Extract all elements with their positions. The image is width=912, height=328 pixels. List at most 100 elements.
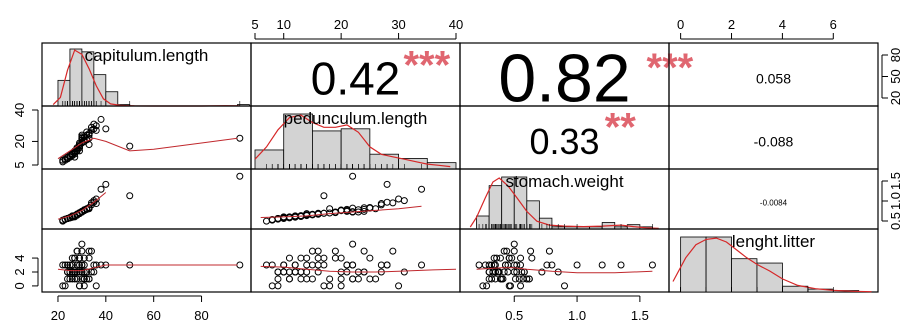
- variable-label: lenght.litter: [732, 232, 815, 251]
- data-point: [326, 282, 334, 290]
- data-point: [285, 275, 293, 283]
- panel-frame: [250, 228, 461, 293]
- data-point: [102, 180, 110, 188]
- x-tick-label: 1.5: [631, 308, 649, 323]
- data-point: [236, 261, 244, 269]
- density-curve: [469, 177, 659, 229]
- data-point: [297, 275, 305, 283]
- x-tick-label: 10: [276, 17, 290, 32]
- significance-stars: **: [605, 106, 637, 150]
- data-point: [389, 199, 397, 207]
- y-tick-label: 20: [888, 91, 903, 105]
- histogram-bar: [756, 262, 783, 293]
- data-point: [80, 268, 88, 276]
- data-point: [360, 247, 368, 255]
- data-point: [488, 275, 496, 283]
- data-point: [510, 240, 518, 248]
- data-point: [285, 254, 293, 262]
- data-point: [320, 261, 328, 269]
- smooth-line: [260, 205, 422, 218]
- data-point: [59, 282, 67, 290]
- histogram-bar: [731, 258, 758, 293]
- data-point: [475, 261, 483, 269]
- data-point: [61, 282, 69, 290]
- y-tick-label: 50: [888, 69, 903, 83]
- data-point: [500, 247, 508, 255]
- data-point: [126, 192, 134, 200]
- panel-3-3: lenght.litter: [668, 228, 879, 293]
- data-point: [303, 261, 311, 269]
- data-point: [73, 261, 81, 269]
- data-point: [76, 254, 83, 262]
- histogram-bar: [369, 153, 399, 170]
- y-tick-label: 1.5: [888, 172, 903, 190]
- data-point: [349, 275, 357, 283]
- data-point: [297, 268, 305, 276]
- data-point: [500, 268, 508, 276]
- data-point: [479, 282, 487, 290]
- data-point: [59, 261, 67, 269]
- data-point: [523, 275, 531, 283]
- data-point: [545, 247, 553, 255]
- smooth-line: [260, 265, 457, 273]
- histogram-bar: [254, 149, 285, 170]
- data-point: [377, 200, 385, 208]
- y-tick-label: 0: [12, 282, 27, 289]
- data-point: [337, 275, 345, 283]
- data-point: [87, 123, 95, 131]
- data-point: [383, 198, 391, 206]
- data-point: [87, 268, 95, 276]
- panel-2-0: [41, 168, 252, 230]
- data-point: [505, 282, 513, 290]
- data-point: [496, 254, 504, 262]
- correlation-value: -0.0084: [760, 199, 788, 208]
- data-point: [349, 240, 357, 248]
- smooth-line: [57, 264, 238, 272]
- x-tick-label: 2: [728, 17, 735, 32]
- x-tick-label: 0: [677, 17, 684, 32]
- data-point: [377, 261, 385, 269]
- data-point: [73, 275, 81, 283]
- x-tick-label: 30: [391, 17, 405, 32]
- data-point: [543, 261, 551, 269]
- data-point: [617, 261, 625, 269]
- data-point: [274, 215, 282, 222]
- data-point: [383, 180, 391, 188]
- data-point: [303, 254, 311, 262]
- data-point: [78, 275, 86, 283]
- x-tick-label: 40: [449, 17, 463, 32]
- data-point: [236, 172, 244, 180]
- x-tick-label: 0.5: [505, 308, 523, 323]
- data-point: [68, 254, 76, 262]
- data-point: [297, 254, 305, 262]
- data-point: [561, 282, 568, 290]
- smooth-line: [57, 137, 238, 160]
- data-point: [78, 261, 86, 269]
- y-tick-label: 5: [12, 161, 27, 168]
- data-point: [73, 268, 81, 276]
- data-point: [64, 268, 72, 276]
- data-point: [71, 268, 79, 276]
- data-point: [320, 282, 328, 290]
- data-point: [349, 261, 357, 269]
- data-point: [285, 268, 293, 276]
- correlation-value: 0.33: [529, 121, 599, 162]
- data-point: [80, 137, 88, 145]
- variable-label: pedunculum.length: [284, 109, 428, 128]
- data-point: [395, 282, 403, 290]
- histogram-bar: [340, 128, 371, 170]
- data-point: [97, 185, 105, 193]
- data-point: [262, 217, 270, 225]
- x-tick-label: 4: [779, 17, 786, 32]
- data-point: [573, 261, 581, 269]
- data-point: [68, 213, 76, 221]
- data-point: [274, 282, 282, 290]
- panel-0-1: 0.42 ***: [250, 42, 461, 107]
- data-point: [354, 275, 362, 283]
- data-point: [92, 261, 100, 269]
- data-point: [337, 282, 345, 290]
- variable-label: stomach.weight: [505, 172, 623, 191]
- data-point: [418, 261, 426, 269]
- y-tick-label: 0.5: [888, 212, 903, 230]
- data-point: [61, 155, 69, 163]
